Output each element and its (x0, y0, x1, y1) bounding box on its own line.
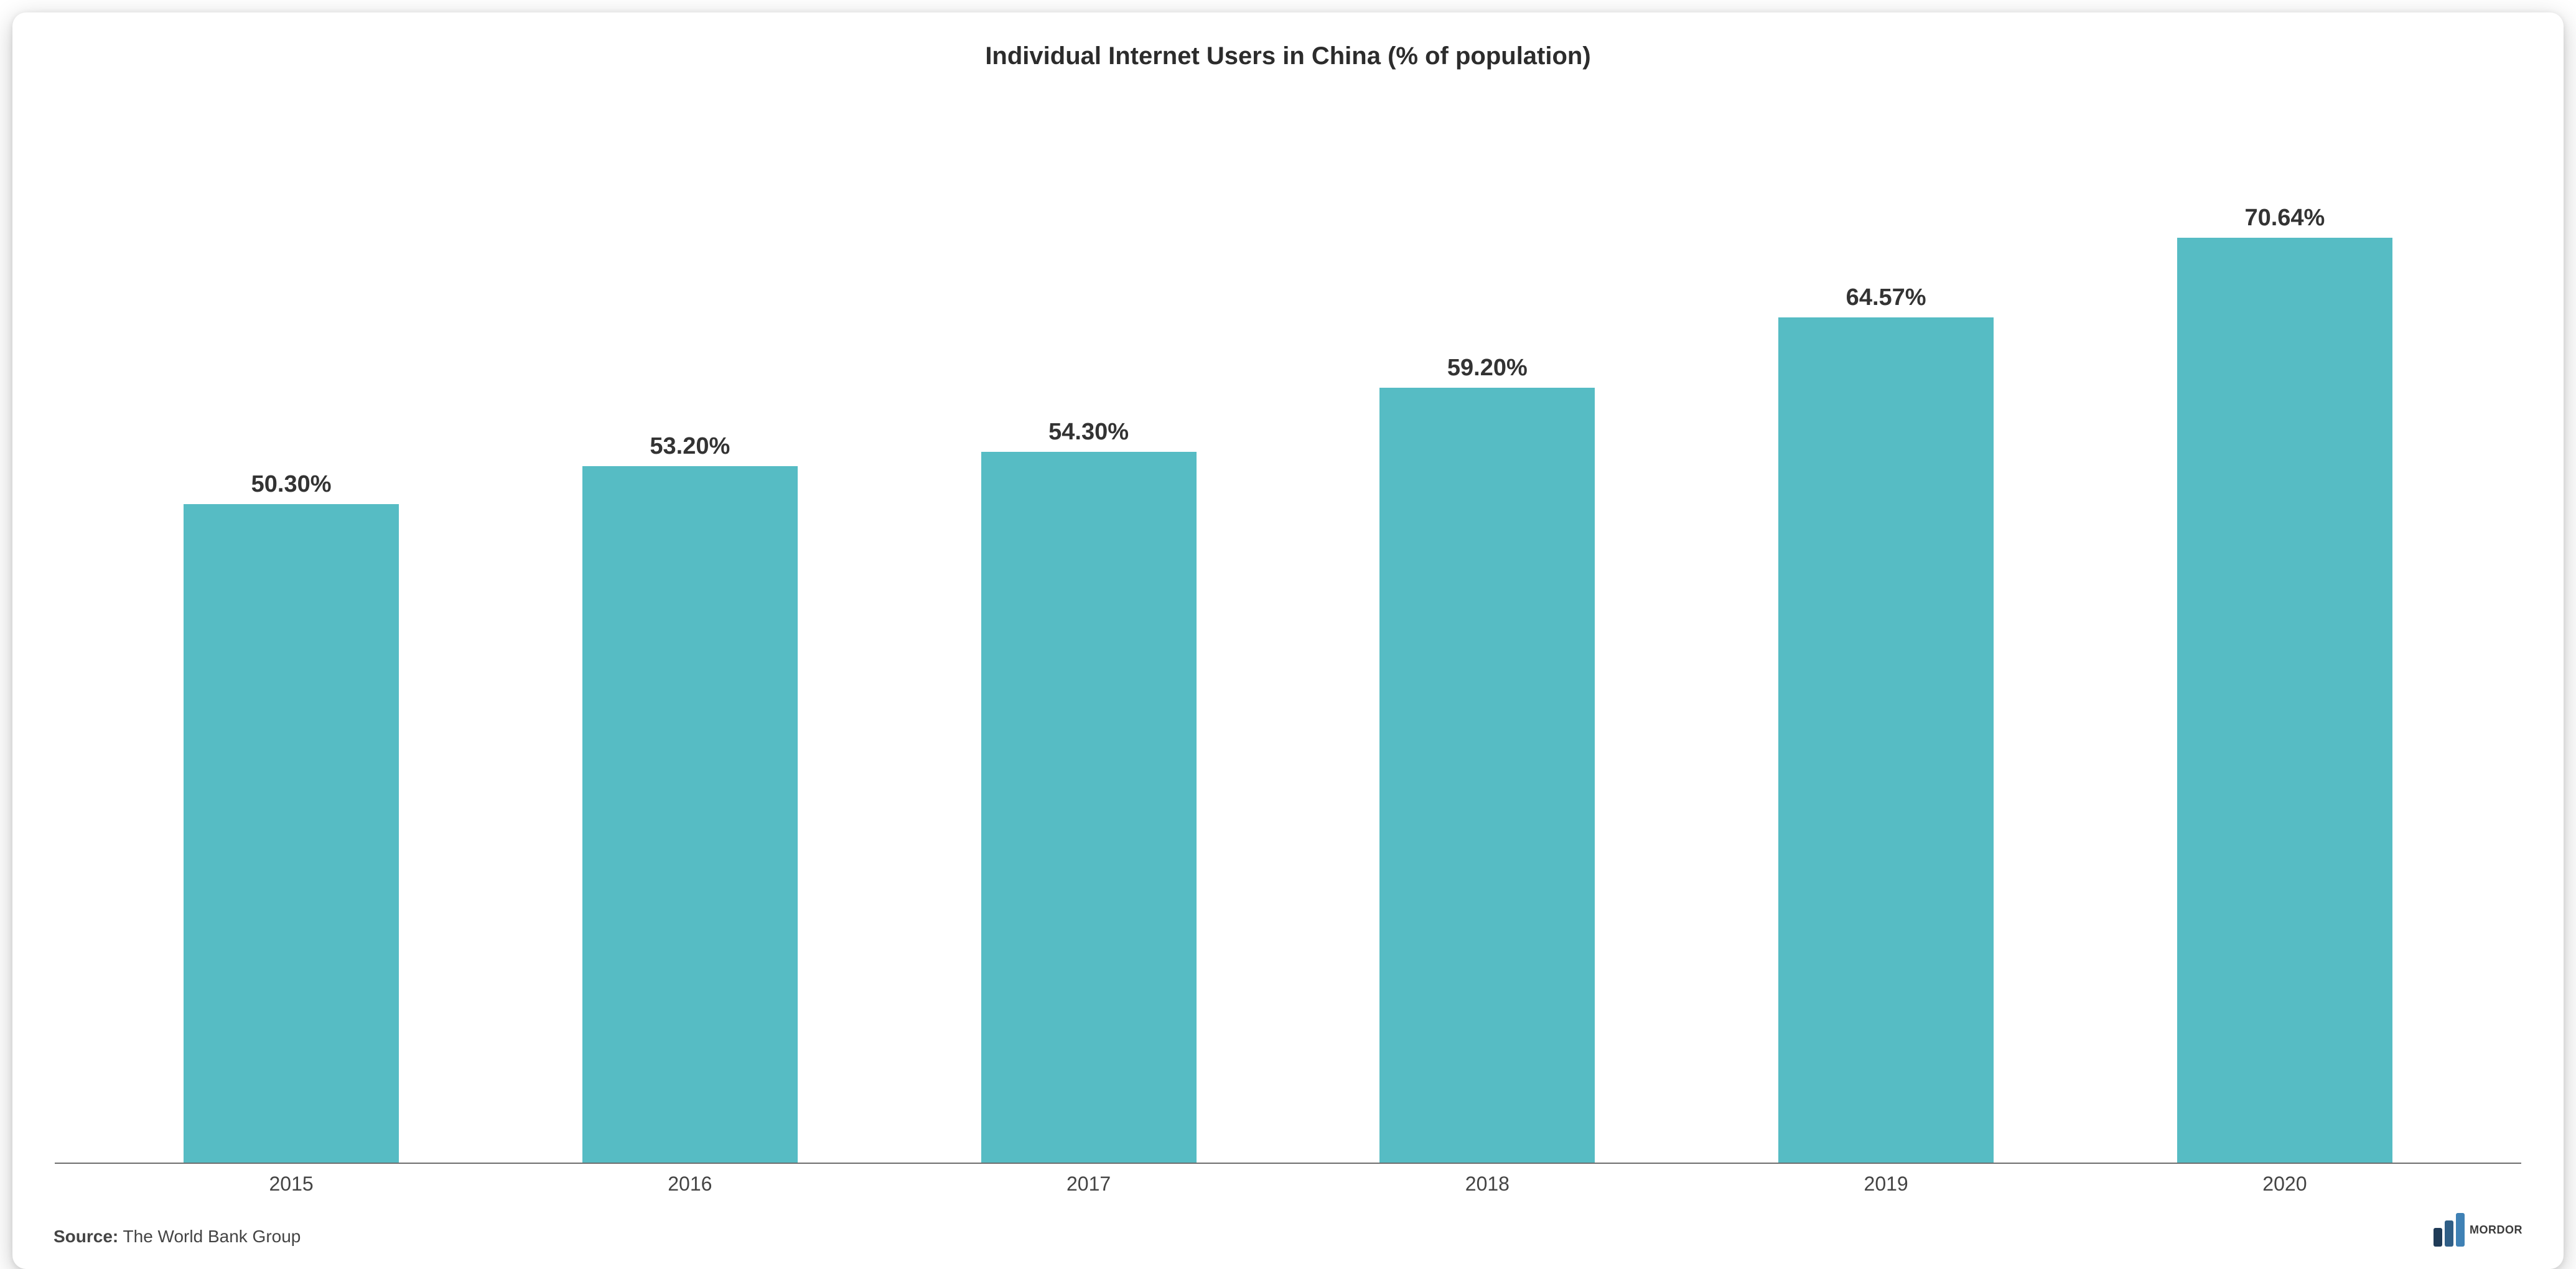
bar-group: 64.57% (1687, 89, 2086, 1163)
bar-group: 53.20% (490, 89, 889, 1163)
bar: 54.30% (981, 452, 1197, 1163)
bar-value-label: 50.30% (251, 471, 332, 498)
plot-area: 50.30% 53.20% 54.30% 59.20% 64.57% 70.64% (55, 89, 2521, 1164)
source-text: The World Bank Group (123, 1227, 301, 1246)
logo-bar-icon (2434, 1228, 2442, 1247)
bar-group: 70.64% (2086, 89, 2485, 1163)
bar: 70.64% (2177, 238, 2392, 1163)
bar-group: 50.30% (92, 89, 491, 1163)
x-axis: 201520162017201820192020 (55, 1164, 2521, 1196)
x-tick-label: 2019 (1687, 1173, 2086, 1196)
chart-card: Individual Internet Users in China (% of… (12, 12, 2564, 1269)
bar: 59.20% (1379, 388, 1595, 1163)
logo: MORDOR (2434, 1213, 2522, 1247)
logo-text: MORDOR (2470, 1224, 2522, 1237)
bar-value-label: 64.57% (1846, 284, 1926, 311)
bar-group: 59.20% (1288, 89, 1687, 1163)
bar-value-label: 59.20% (1447, 355, 1528, 382)
bar-value-label: 70.64% (2244, 205, 2325, 232)
x-tick-label: 2016 (490, 1173, 889, 1196)
chart-title: Individual Internet Users in China (% of… (50, 42, 2526, 70)
x-tick-label: 2017 (889, 1173, 1288, 1196)
logo-mark-icon (2434, 1213, 2465, 1247)
plot-wrap: 50.30% 53.20% 54.30% 59.20% 64.57% 70.64% 201… (50, 89, 2526, 1196)
footer-row: Source: The World Bank Group MORDOR (50, 1213, 2526, 1247)
bar: 50.30% (184, 504, 399, 1163)
logo-bar-icon (2445, 1220, 2453, 1247)
bar-group: 54.30% (889, 89, 1288, 1163)
bar-value-label: 53.20% (650, 433, 730, 460)
x-tick-label: 2020 (2086, 1173, 2485, 1196)
bar: 53.20% (582, 466, 798, 1163)
x-tick-label: 2018 (1288, 1173, 1687, 1196)
source-line: Source: The World Bank Group (54, 1227, 301, 1247)
bar-value-label: 54.30% (1048, 419, 1129, 446)
source-label: Source: (54, 1227, 118, 1246)
x-tick-label: 2015 (92, 1173, 491, 1196)
logo-bar-icon (2456, 1213, 2465, 1247)
bar: 64.57% (1778, 317, 1994, 1163)
